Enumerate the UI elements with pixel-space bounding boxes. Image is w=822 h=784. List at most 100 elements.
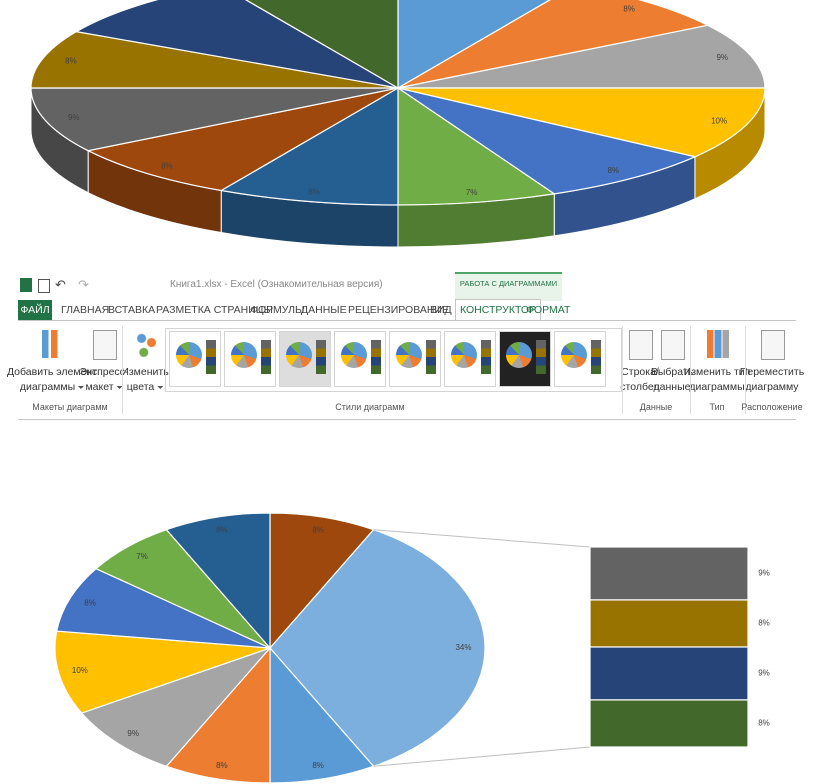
colors-icon — [135, 330, 157, 358]
slice — [269, 646, 375, 784]
slice — [165, 646, 271, 784]
data-label: 9% — [716, 53, 728, 62]
connector — [373, 746, 591, 767]
data-label: 8% — [312, 525, 324, 534]
data-label: 9% — [758, 569, 770, 578]
data-label: 34% — [455, 643, 471, 652]
separator — [690, 326, 691, 414]
add-element-icon — [42, 330, 64, 358]
button-label: данные — [653, 381, 691, 393]
bar-segment — [589, 646, 749, 701]
tab-active[interactable]: КОНСТРУКТОР — [455, 299, 542, 321]
button-label: диаграммы — [20, 381, 84, 393]
button-label: Добавить элемент — [6, 366, 98, 378]
button-label: Выбрать — [650, 366, 694, 378]
data-label: 7% — [136, 552, 148, 561]
change-type-icon — [707, 330, 729, 358]
slice — [397, 0, 710, 89]
slice — [219, 86, 399, 206]
style-gallery — [165, 328, 622, 392]
tab[interactable]: ВСТАВКА — [108, 304, 156, 316]
data-label: 8% — [65, 56, 77, 65]
button[interactable]: Изменить тип диаграммы — [684, 365, 751, 395]
group-label: Макеты диаграмм — [32, 402, 108, 412]
data-label: 9% — [758, 669, 770, 678]
button[interactable]: Строка/столбец — [620, 365, 659, 395]
tab[interactable]: РАЗМЕТКА СТРАНИЦЫ — [156, 304, 273, 316]
group-label: Расположение — [741, 402, 803, 412]
tab[interactable]: РЕЦЕНЗИРОВАНИЕ — [348, 304, 449, 316]
slice — [269, 512, 375, 650]
slice — [397, 86, 556, 206]
data-label: 8% — [84, 598, 96, 607]
style-thumb[interactable] — [554, 331, 606, 387]
separator — [122, 326, 123, 414]
button-label: Экспресс- — [79, 366, 129, 378]
style-thumb[interactable] — [169, 331, 221, 387]
tab[interactable]: ФАЙЛ — [18, 300, 52, 320]
save-icon[interactable] — [38, 279, 50, 293]
quick-layout-icon — [93, 330, 117, 360]
window-title: Книга1.xlsx - Excel (Ознакомительная вер… — [170, 279, 383, 290]
bar-segment — [589, 599, 749, 648]
data-label: 8% — [161, 162, 173, 171]
slice — [74, 0, 399, 89]
slice — [397, 87, 697, 195]
slice — [30, 31, 399, 89]
button-label: столбец — [620, 381, 660, 393]
data-label: 8% — [607, 166, 619, 175]
tab[interactable]: ФОРМУЛЫ — [250, 304, 305, 316]
style-thumb[interactable] — [499, 331, 551, 387]
data-label: 9% — [68, 113, 80, 122]
connector — [373, 529, 591, 548]
slice — [30, 87, 399, 152]
button-label: Строка/ — [621, 366, 659, 378]
button[interactable]: Изменить цвета — [121, 365, 168, 395]
slice — [397, 87, 766, 158]
move-icon — [761, 330, 785, 360]
data-label: 8% — [308, 187, 320, 196]
slice — [80, 646, 272, 767]
style-thumb[interactable] — [444, 331, 496, 387]
data-label: 8% — [758, 619, 770, 628]
button[interactable]: Переместить диаграмму — [740, 365, 804, 395]
data-label: 8% — [758, 719, 770, 728]
select-data-icon — [661, 330, 685, 360]
tab[interactable]: ГЛАВНАЯ — [61, 304, 110, 316]
data-label: 10% — [72, 666, 88, 675]
style-thumb[interactable] — [279, 331, 331, 387]
button[interactable]: Добавить элемент диаграммы — [7, 365, 97, 395]
slice — [165, 512, 271, 650]
data-label: 9% — [127, 729, 139, 738]
redo-icon[interactable]: ↷ — [78, 277, 89, 292]
separator — [745, 326, 746, 414]
group-label: Тип — [709, 402, 725, 412]
undo-icon[interactable]: ↶ — [55, 277, 66, 292]
tab[interactable]: ДАННЫЕ — [301, 304, 347, 316]
data-label: 8% — [216, 761, 228, 770]
slice — [86, 87, 399, 192]
tab[interactable]: ФОРМАТ — [526, 304, 571, 316]
separator — [622, 326, 623, 414]
group-label: Данные — [639, 402, 673, 412]
slice — [397, 24, 766, 89]
button-label: Изменить тип — [683, 366, 751, 378]
button[interactable]: Выбрать данные — [651, 365, 693, 395]
bar-segment — [589, 546, 749, 601]
button[interactable]: Экспресс-макет — [80, 365, 129, 395]
bar-segment — [589, 699, 749, 748]
slice — [55, 567, 271, 649]
button-label: Переместить — [739, 366, 805, 378]
slice — [245, 0, 399, 90]
ribbon-body — [18, 320, 796, 420]
group-label: Стили диаграмм — [335, 402, 405, 412]
data-label: 8% — [623, 5, 635, 14]
data-label: 10% — [711, 116, 727, 125]
slice — [54, 630, 271, 714]
style-thumb[interactable] — [334, 331, 386, 387]
style-thumb[interactable] — [389, 331, 441, 387]
tab[interactable]: ВИД — [430, 304, 452, 316]
style-thumb[interactable] — [224, 331, 276, 387]
